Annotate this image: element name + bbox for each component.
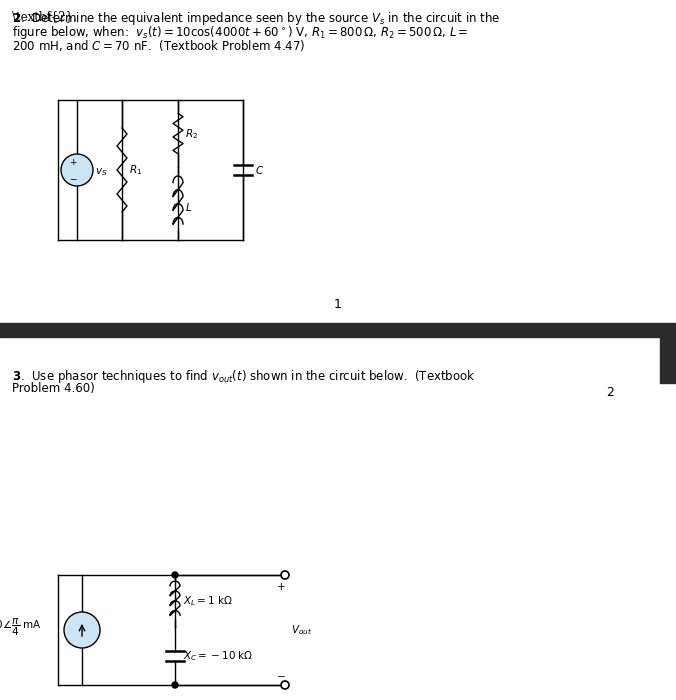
Text: 1: 1 xyxy=(334,298,342,312)
Text: 2: 2 xyxy=(606,386,614,400)
Text: $V_{out}$: $V_{out}$ xyxy=(291,623,312,637)
Text: $X_L = 1\ \mathrm{k}\Omega$: $X_L = 1\ \mathrm{k}\Omega$ xyxy=(183,594,233,608)
Text: $\mathbf{3}$.  Use phasor techniques to find $v_{out}(t)$ shown in the circuit b: $\mathbf{3}$. Use phasor techniques to f… xyxy=(12,368,476,385)
Text: $C$: $C$ xyxy=(255,164,264,176)
Text: $-$: $-$ xyxy=(276,670,286,680)
Text: $v_S$: $v_S$ xyxy=(95,166,107,178)
Circle shape xyxy=(61,154,93,186)
Circle shape xyxy=(281,571,289,579)
Circle shape xyxy=(172,572,178,578)
Text: figure below, when:  $v_s(t) = 10\cos(4000t + 60^\circ)$ V, $R_1 = 800\,\Omega$,: figure below, when: $v_s(t) = 10\cos(400… xyxy=(12,24,468,41)
Text: $+$: $+$ xyxy=(69,157,77,167)
Text: $R_1$: $R_1$ xyxy=(129,163,142,177)
Text: $L$: $L$ xyxy=(185,201,192,214)
Text: $R_2$: $R_2$ xyxy=(185,127,198,141)
Circle shape xyxy=(172,682,178,688)
Text: $\mathbf{2}$.  Determine the equivalent impedance seen by the source $V_s$ in th: $\mathbf{2}$. Determine the equivalent i… xyxy=(12,10,500,27)
Text: $X_C = -10\ \mathrm{k}\Omega$: $X_C = -10\ \mathrm{k}\Omega$ xyxy=(183,649,254,663)
Circle shape xyxy=(64,612,100,648)
Text: \textbf{2}.: \textbf{2}. xyxy=(12,10,76,23)
Text: $+$: $+$ xyxy=(276,582,286,592)
Text: $10\angle\dfrac{\pi}{4}$ mA: $10\angle\dfrac{\pi}{4}$ mA xyxy=(0,617,42,638)
Text: Problem 4.60): Problem 4.60) xyxy=(12,382,95,395)
Text: $-$: $-$ xyxy=(69,174,77,183)
Circle shape xyxy=(281,681,289,689)
Text: 200 mH, and $C = 70$ nF.  (Textbook Problem 4.47): 200 mH, and $C = 70$ nF. (Textbook Probl… xyxy=(12,38,306,53)
